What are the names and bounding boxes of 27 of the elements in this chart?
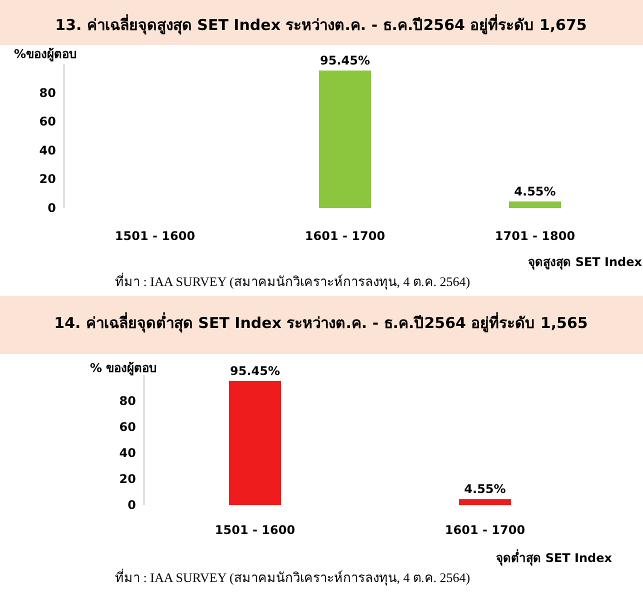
- y-axis-title: % ของผู้ตอบ: [90, 361, 158, 376]
- y-axis-title: %ของผู้ตอบ: [14, 47, 78, 62]
- chart-title: 14. ค่าเฉลี่ยจุดต่ำสุด SET Index ระหว่างต.ค. - ธ.ค.ปี2564 อยู่ที่ระดับ 1,565: [54, 312, 588, 333]
- y-tick-label: 60: [119, 420, 136, 434]
- data-label: 95.45%: [230, 364, 280, 378]
- x-tick-label: 1601 - 1700: [444, 523, 526, 537]
- chart-title: 13. ค่าเฉลี่ยจุดสูงสุด SET Index ระหว่างต.ค. - ธ.ค.ปี2564 อยู่ที่ระดับ 1,675: [55, 14, 587, 35]
- x-tick-label: 1601 - 1700: [304, 229, 386, 243]
- y-tick-label: 0: [128, 498, 136, 512]
- x-tick-label: 1701 - 1800: [494, 229, 576, 243]
- text: ที่มา : IAA SURVEY (สมาคมนักวิเคราะห์การลงทุน, 4 ต.ค. 2564): [115, 273, 470, 290]
- data-label: 95.45%: [320, 54, 370, 68]
- y-tick-label: 80: [119, 394, 136, 408]
- data-label: 4.55%: [514, 184, 556, 198]
- y-tick-label: 20: [119, 472, 136, 486]
- y-tick-label: 0: [48, 201, 56, 215]
- x-tick-label: 1501 - 1600: [214, 523, 296, 537]
- y-tick-label: 40: [119, 446, 136, 460]
- y-tick-label: 20: [39, 172, 56, 186]
- text: ที่มา : IAA SURVEY (สมาคมนักวิเคราะห์การลงทุน, 4 ต.ค. 2564): [115, 569, 470, 586]
- x-axis-title: จุดสูงสุด SET Index: [528, 255, 642, 270]
- y-tick-label: 60: [39, 114, 56, 129]
- y-tick-label: 80: [39, 86, 56, 100]
- data-label: 4.55%: [464, 482, 506, 496]
- x-axis-title: จุดต่ำสุด SET Index: [496, 549, 612, 566]
- y-tick-label: 40: [39, 143, 56, 158]
- x-tick-label: 1501 - 1600: [114, 229, 196, 243]
